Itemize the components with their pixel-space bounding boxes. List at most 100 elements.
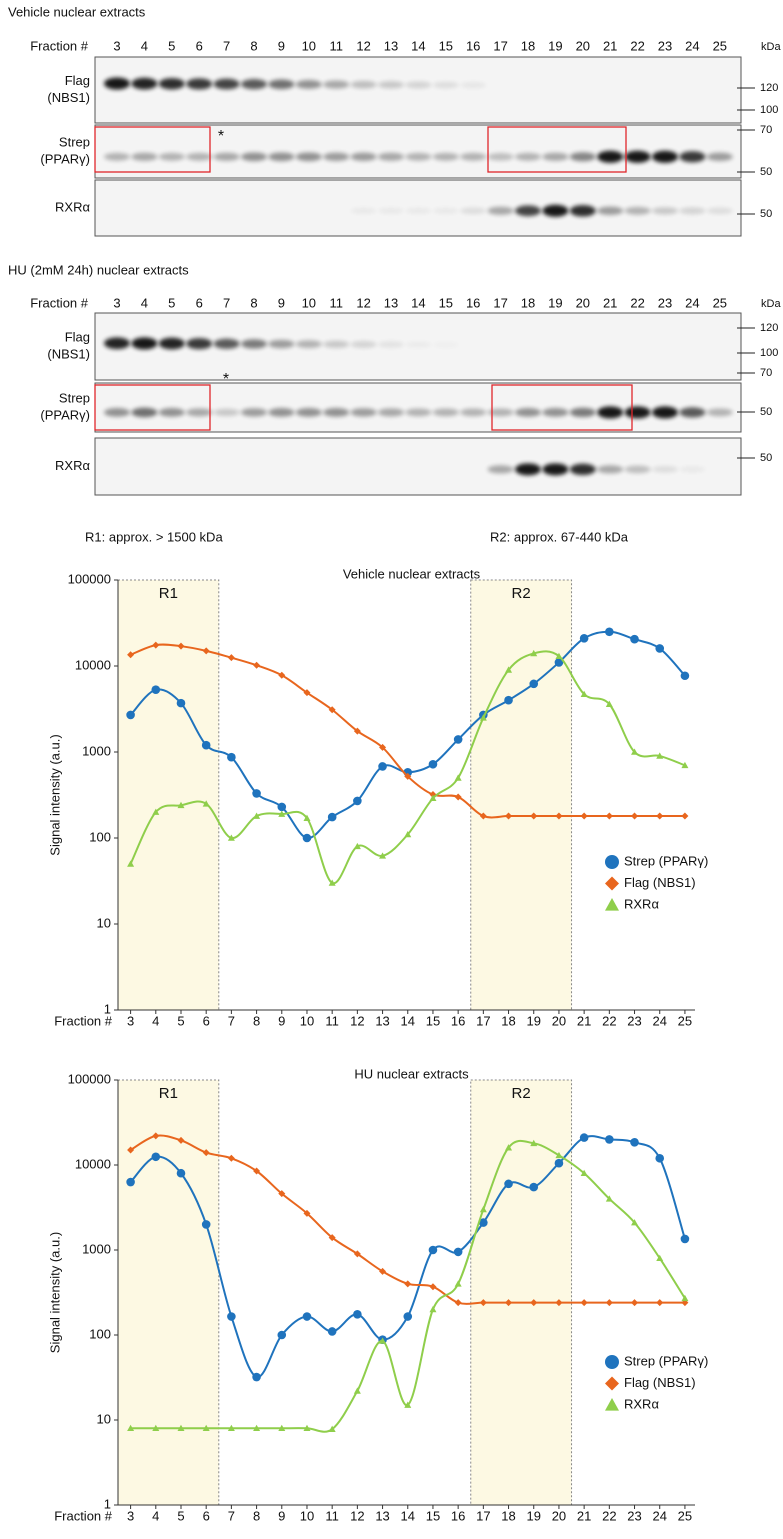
x-tick-label: 15 [426,1013,440,1028]
data-point [429,760,438,769]
blot-band [268,79,294,89]
blot-band [378,153,404,161]
blot-band [104,408,130,417]
x-tick-label: 4 [152,1013,159,1028]
blot-label: RXRα [55,458,90,473]
data-point [681,671,690,680]
blot-label: (PPARγ) [40,407,90,422]
fraction-number: 7 [223,295,230,310]
marker-label: 50 [760,208,772,220]
blot-band [597,406,623,418]
x-tick-label: 11 [325,1013,339,1028]
blot-band [515,408,541,417]
blot-label: Strep [59,390,90,405]
fraction-number: 21 [603,38,617,53]
blot-band [268,340,294,348]
blot-band [131,408,157,418]
line-chart: R1R2Vehicle nuclear extracts110100100010… [47,566,708,1028]
blot-band [488,153,514,161]
blot-band [625,151,651,163]
y-tick-label: 10 [97,915,111,930]
x-tick-label: 16 [451,1013,465,1028]
data-point [353,1310,362,1319]
blot-band [351,153,377,161]
chart-title: Vehicle nuclear extracts [343,566,481,581]
blot-band [159,408,185,417]
fraction-number: 4 [141,295,148,310]
data-point [655,644,664,653]
blot-band [159,153,185,161]
fraction-number: 15 [439,38,453,53]
blot-band [597,151,623,163]
fraction-number: 17 [493,295,507,310]
blot-label: (NBS1) [47,346,90,361]
region-note: R2: approx. 67-440 kDa [490,529,629,544]
x-tick-label: 6 [203,1013,210,1028]
fraction-number: 24 [685,295,699,310]
x-tick-label: 7 [228,1013,235,1028]
asterisk: * [223,371,229,388]
blot-band [104,78,130,90]
data-point [228,654,235,661]
x-tick-label: 7 [228,1508,235,1523]
x-tick-label: 13 [375,1013,389,1028]
fraction-number: 17 [493,38,507,53]
blot-band [652,207,678,214]
fraction-number: 18 [521,295,535,310]
x-tick-label: 20 [552,1508,566,1523]
data-point [655,1154,664,1163]
marker-label: 120 [760,322,778,334]
x-tick-label: 12 [350,1013,364,1028]
kda-unit: kDa [761,41,781,53]
y-axis-label: Signal intensity (a.u.) [47,734,62,855]
blot-band [214,339,240,349]
blot-band [296,408,322,417]
blot-band [378,208,404,214]
data-point [177,1169,186,1178]
blot-band [460,153,486,161]
fraction-label: Fraction # [30,38,89,53]
fraction-number: 22 [630,38,644,53]
data-point [353,797,362,806]
kda-unit: kDa [761,298,781,310]
blot-band [625,406,651,418]
legend-label: Strep (PPARγ) [624,1353,708,1368]
blot-band [625,466,651,474]
data-point [454,1248,463,1257]
blot-band [679,466,705,472]
x-tick-label: 24 [652,1013,666,1028]
x-tick-label: 13 [375,1508,389,1523]
fraction-number: 21 [603,295,617,310]
blot-band [460,82,486,88]
x-tick-label: 10 [300,1508,314,1523]
blot-label: RXRα [55,199,90,214]
blot-band [542,153,568,161]
x-tick-label: 18 [501,1013,515,1028]
fraction-number: 14 [411,38,425,53]
data-point [227,753,236,762]
blot-band [405,81,431,88]
blot-title: HU (2mM 24h) nuclear extracts [8,262,189,277]
region-note: R1: approx. > 1500 kDa [85,529,223,544]
x-tick-label: 18 [501,1508,515,1523]
blot-label: (NBS1) [47,90,90,105]
x-axis-label: Fraction # [54,1013,113,1028]
data-point [581,1299,588,1306]
x-tick-label: 22 [602,1013,616,1028]
data-point [277,803,286,812]
blot-band [570,464,596,475]
fraction-number: 7 [223,38,230,53]
fraction-number: 16 [466,38,480,53]
marker-label: 70 [760,367,772,379]
blot-band [405,409,431,417]
blot-band [241,408,267,416]
data-point [202,741,211,750]
asterisk: * [218,128,224,145]
fraction-number: 13 [384,38,398,53]
blot-band [707,153,733,161]
fraction-number: 10 [302,295,316,310]
data-point [631,813,638,820]
legend-marker [605,1355,619,1369]
blot-band [241,152,267,161]
blot-band [542,408,568,417]
